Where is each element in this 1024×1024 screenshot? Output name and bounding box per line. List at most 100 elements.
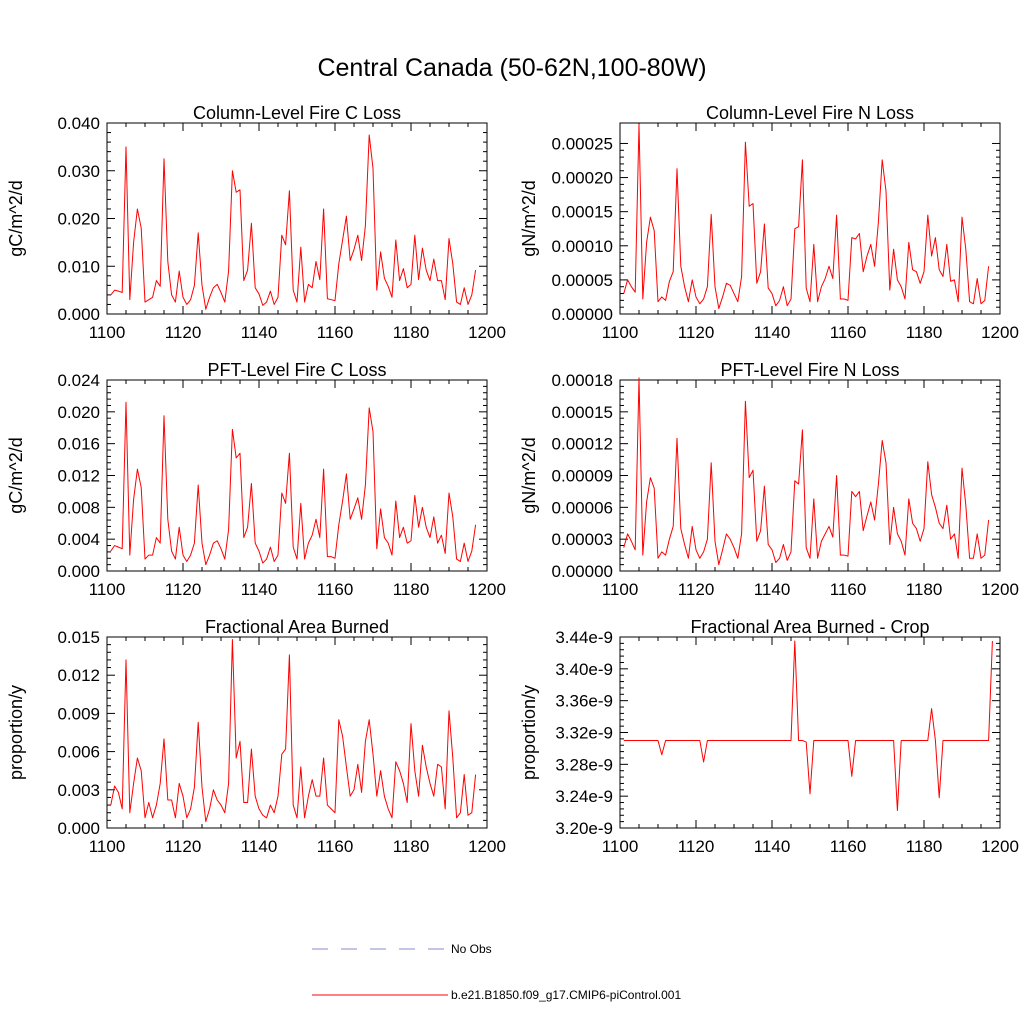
y-tick-label: 0.020 bbox=[57, 403, 100, 422]
y-tick-label: 0.000 bbox=[57, 305, 100, 324]
y-tick-label: 0.000 bbox=[57, 562, 100, 581]
y-tick-label: 0.00012 bbox=[552, 435, 613, 454]
panel-column-level-fire-n-loss: Column-Level Fire N Loss gN/m^2/d 1100 1120… bbox=[519, 103, 1019, 342]
y-tick-label: 0.004 bbox=[57, 530, 100, 549]
x-tick-label: 1200 bbox=[981, 837, 1019, 856]
y-tick-label: 3.28e-9 bbox=[555, 755, 613, 774]
y-tick-label: 0.008 bbox=[57, 498, 100, 517]
x-tick-label: 1160 bbox=[317, 580, 354, 599]
y-axis-label: gC/m^2/d bbox=[6, 180, 26, 256]
x-tick-label: 1140 bbox=[754, 837, 791, 856]
x-tick-label: 1180 bbox=[393, 580, 430, 599]
y-tick-label: 0.00010 bbox=[552, 237, 613, 256]
x-tick-label: 1200 bbox=[981, 580, 1019, 599]
panel-fractional-area-burned-crop: Fractional Area Burned - Crop proportion/… bbox=[519, 617, 1019, 856]
y-tick-label: 0.00015 bbox=[552, 403, 613, 422]
x-tick-label: 1140 bbox=[241, 837, 278, 856]
y-tick-label: 0.009 bbox=[57, 704, 100, 723]
x-tick-label: 1100 bbox=[602, 323, 639, 342]
x-tick-label: 1120 bbox=[678, 837, 715, 856]
y-tick-label: 0.00020 bbox=[552, 169, 613, 188]
x-tick-label: 1180 bbox=[393, 837, 430, 856]
y-tick-label: 3.40e-9 bbox=[555, 660, 613, 679]
y-tick-label: 0.012 bbox=[57, 666, 100, 685]
x-tick-label: 1200 bbox=[468, 323, 506, 342]
panel-title: Fractional Area Burned - Crop bbox=[690, 617, 929, 637]
y-tick-label: 0.00015 bbox=[552, 203, 613, 222]
x-tick-label: 1180 bbox=[393, 323, 430, 342]
series-line-column-level-fire-c-loss bbox=[110, 134, 477, 310]
y-tick-label: 0.020 bbox=[57, 210, 100, 229]
y-tick-label: 0.00025 bbox=[552, 134, 613, 153]
x-tick-label: 1100 bbox=[602, 837, 639, 856]
panel-column-level-fire-c-loss: Column-Level Fire C Loss gC/m^2/d 1100 1120… bbox=[6, 103, 506, 342]
x-tick-label: 1180 bbox=[906, 323, 943, 342]
legend-label-model: b.e21.B1850.f09_g17.CMIP6-piControl.001 bbox=[451, 988, 681, 1002]
x-tick-label: 1200 bbox=[468, 837, 506, 856]
series-line-fractional-area-burned-crop bbox=[623, 640, 993, 811]
figure-title: Central Canada (50-62N,100-80W) bbox=[317, 54, 706, 82]
y-tick-label: 0.040 bbox=[57, 114, 100, 133]
x-tick-label: 1120 bbox=[165, 837, 202, 856]
panel-title: PFT-Level Fire C Loss bbox=[207, 360, 386, 380]
x-tick-label: 1160 bbox=[317, 323, 354, 342]
y-tick-label: 0.000 bbox=[57, 819, 100, 838]
y-tick-label: 3.24e-9 bbox=[555, 787, 613, 806]
y-tick-label: 0.010 bbox=[57, 257, 100, 276]
y-axis-label: gC/m^2/d bbox=[6, 437, 26, 513]
y-tick-label: 0.024 bbox=[57, 371, 100, 390]
y-tick-label: 0.00000 bbox=[552, 562, 613, 581]
y-tick-label: 3.36e-9 bbox=[555, 692, 613, 711]
y-tick-label: 0.015 bbox=[57, 628, 100, 647]
x-tick-label: 1100 bbox=[89, 580, 126, 599]
x-tick-label: 1200 bbox=[468, 580, 506, 599]
x-tick-label: 1160 bbox=[830, 837, 867, 856]
y-tick-label: 0.030 bbox=[57, 162, 100, 181]
x-tick-label: 1180 bbox=[906, 837, 943, 856]
x-tick-label: 1120 bbox=[165, 323, 202, 342]
y-tick-label: 0.00006 bbox=[552, 498, 613, 517]
y-axis-label: proportion/y bbox=[519, 685, 539, 780]
x-tick-label: 1140 bbox=[754, 323, 791, 342]
panel-title: Column-Level Fire C Loss bbox=[193, 103, 401, 123]
legend-label-no-obs: No Obs bbox=[451, 942, 492, 956]
y-tick-label: 0.003 bbox=[57, 781, 100, 800]
y-tick-label: 3.32e-9 bbox=[555, 724, 613, 743]
y-tick-label: 0.012 bbox=[57, 467, 100, 486]
y-tick-label: 0.00000 bbox=[552, 305, 613, 324]
series-line-pft-level-fire-n-loss bbox=[623, 377, 990, 566]
panel-pft-level-fire-n-loss: PFT-Level Fire N Loss gN/m^2/d 1100 1120 114… bbox=[519, 360, 1019, 599]
y-axis-label: proportion/y bbox=[6, 685, 26, 780]
series-line-column-level-fire-n-loss bbox=[623, 123, 990, 310]
x-tick-label: 1120 bbox=[678, 323, 715, 342]
x-tick-label: 1160 bbox=[830, 580, 867, 599]
x-tick-label: 1160 bbox=[317, 837, 354, 856]
x-tick-label: 1160 bbox=[830, 323, 867, 342]
y-tick-label: 0.016 bbox=[57, 435, 100, 454]
y-tick-label: 0.00005 bbox=[552, 271, 613, 290]
x-tick-label: 1100 bbox=[89, 837, 126, 856]
x-tick-label: 1140 bbox=[754, 580, 791, 599]
y-tick-label: 0.00018 bbox=[552, 371, 613, 390]
x-tick-label: 1120 bbox=[678, 580, 715, 599]
x-tick-label: 1140 bbox=[241, 580, 278, 599]
x-tick-label: 1100 bbox=[89, 323, 126, 342]
legend: No Obs b.e21.B1850.f09_g17.CMIP6-piContr… bbox=[312, 942, 681, 1002]
y-axis-label: gN/m^2/d bbox=[519, 437, 539, 513]
panel-title: Column-Level Fire N Loss bbox=[706, 103, 914, 123]
panel-title: PFT-Level Fire N Loss bbox=[720, 360, 899, 380]
y-tick-label: 0.00009 bbox=[552, 467, 613, 486]
y-tick-label: 0.006 bbox=[57, 743, 100, 762]
panel-title: Fractional Area Burned bbox=[205, 617, 389, 637]
panel-pft-level-fire-c-loss: PFT-Level Fire C Loss gC/m^2/d 1100 1120 114… bbox=[6, 360, 506, 599]
panel-fractional-area-burned: Fractional Area Burned proportion/y 1100 11… bbox=[6, 617, 506, 856]
series-line-pft-level-fire-c-loss bbox=[110, 401, 477, 566]
x-tick-label: 1200 bbox=[981, 323, 1019, 342]
x-tick-label: 1140 bbox=[241, 323, 278, 342]
x-tick-label: 1100 bbox=[602, 580, 639, 599]
y-tick-label: 0.00003 bbox=[552, 530, 613, 549]
x-tick-label: 1180 bbox=[906, 580, 943, 599]
y-tick-label: 3.44e-9 bbox=[555, 628, 613, 647]
series-line-fractional-area-burned bbox=[110, 639, 477, 823]
